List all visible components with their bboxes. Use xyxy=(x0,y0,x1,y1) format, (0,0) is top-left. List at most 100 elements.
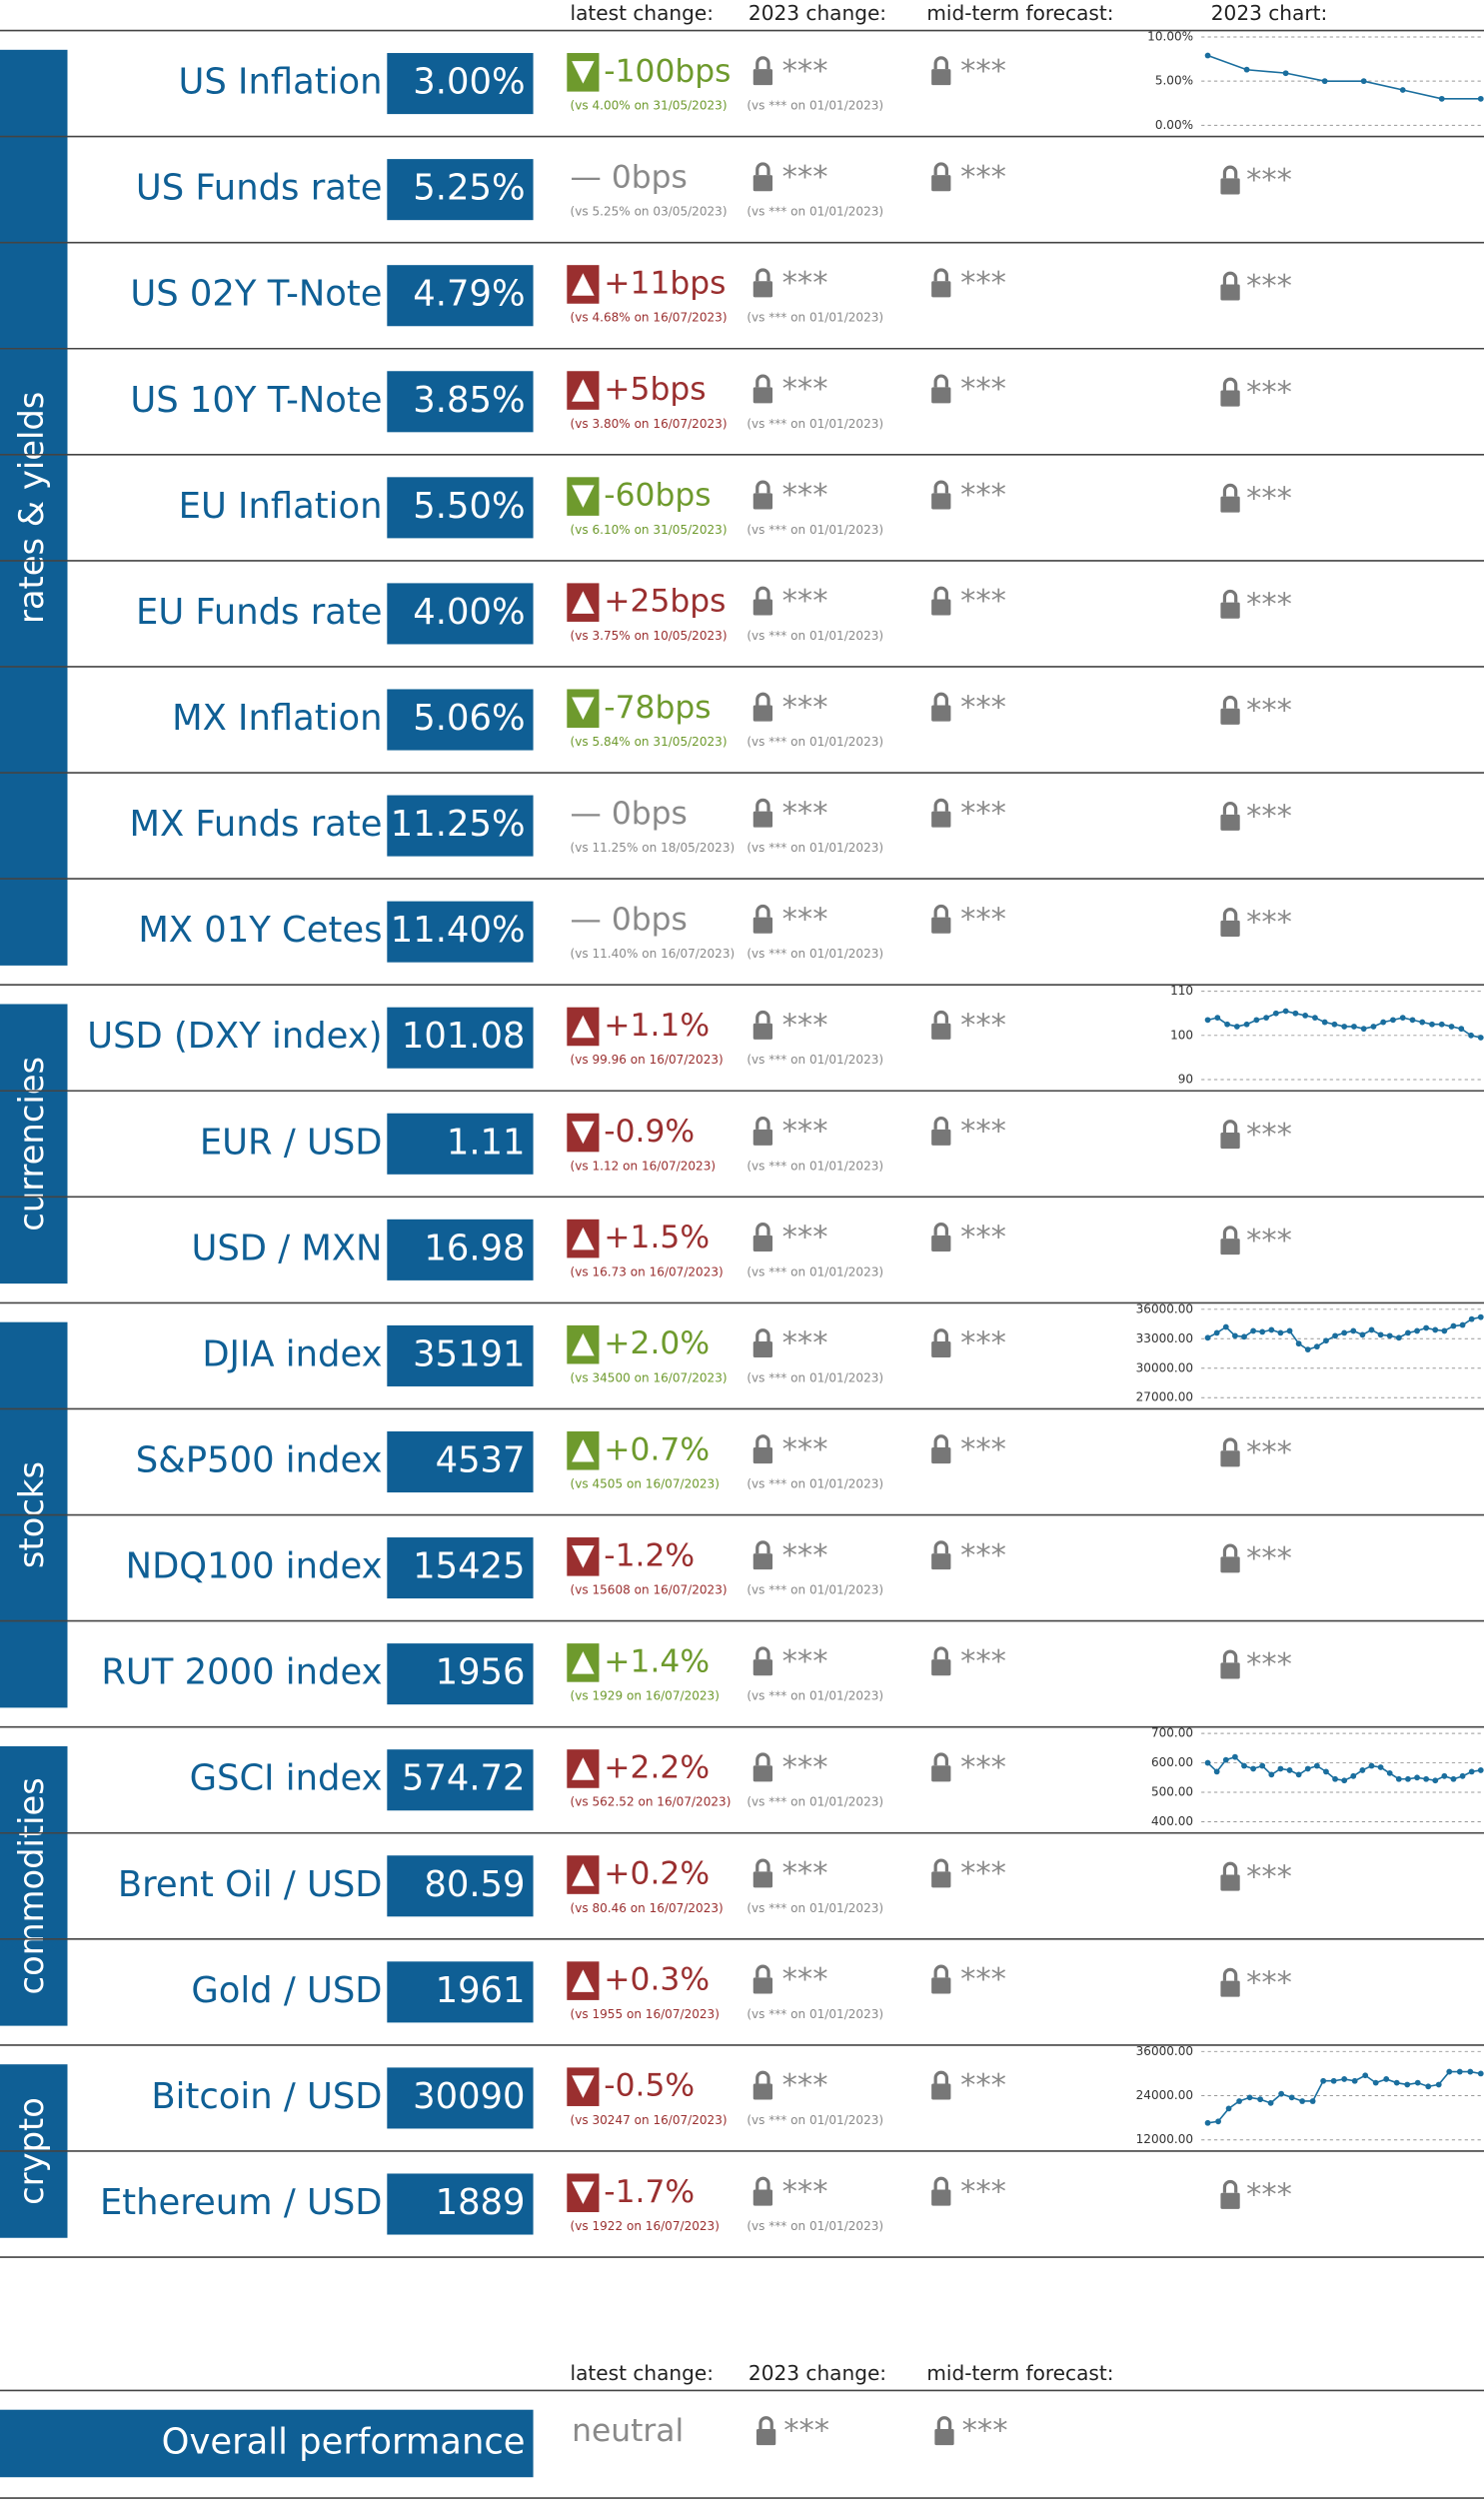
chart-point xyxy=(1204,1759,1211,1766)
chart-point xyxy=(1368,1762,1375,1769)
chart-tick-label: 30000.00 xyxy=(1136,1360,1193,1374)
lock-shackle xyxy=(755,268,770,282)
lock-body xyxy=(1220,708,1240,725)
chart-point xyxy=(1278,2090,1285,2097)
change-note: (vs 11.25% on 18/05/2023) xyxy=(571,841,736,855)
change-note: (vs 4505 on 16/07/2023) xyxy=(571,1477,720,1491)
overall-name: Overall performance xyxy=(162,2421,526,2462)
row-value: 4.00% xyxy=(413,592,525,633)
lock-shackle xyxy=(755,162,770,176)
chart-point xyxy=(1360,78,1367,85)
lock-shackle xyxy=(755,1328,770,1341)
chart-point xyxy=(1331,1021,1338,1028)
change-arrow xyxy=(572,1863,595,1886)
chart-point xyxy=(1204,1017,1211,1024)
lock-shackle xyxy=(1222,802,1238,815)
lock-shackle xyxy=(933,1964,949,1978)
change-arrow xyxy=(572,485,595,508)
lock-shackle xyxy=(755,1010,770,1024)
chart-point xyxy=(1386,1332,1393,1339)
ytd: *** xyxy=(782,690,828,725)
forecast: *** xyxy=(960,1538,1006,1573)
chart-point xyxy=(1404,2081,1411,2088)
forecast: *** xyxy=(960,478,1006,513)
ytd: *** xyxy=(782,1538,828,1573)
chart-tick-label: 10.00% xyxy=(1147,29,1193,43)
chart-point xyxy=(1477,2070,1484,2077)
chart-point xyxy=(1380,1019,1387,1026)
row-name: NDQ100 index xyxy=(126,1546,383,1587)
row-value: 1961 xyxy=(436,1970,526,2011)
change-note: (vs 4.00% on 31/05/2023) xyxy=(571,99,728,113)
chart-locked: *** xyxy=(1246,481,1292,516)
chart-point xyxy=(1323,1337,1329,1344)
change: +0.7% xyxy=(604,1431,710,1467)
chart-point xyxy=(1350,1772,1357,1779)
chart-tick-label: 400.00 xyxy=(1151,1814,1193,1828)
value-box xyxy=(387,689,534,751)
change-arrow xyxy=(572,2075,595,2098)
chart-point xyxy=(1414,1774,1420,1781)
change-note: (vs 11.40% on 16/07/2023) xyxy=(571,947,736,961)
column-header: mid-term forecast: xyxy=(926,1,1113,25)
chart-locked: *** xyxy=(1246,1224,1292,1259)
chart-locked: *** xyxy=(1246,1859,1292,1894)
lock-body xyxy=(752,1129,773,1146)
lock-shackle xyxy=(933,1117,949,1130)
chart-point xyxy=(1225,2105,1232,2112)
chart-point xyxy=(1241,1333,1247,1340)
ytd: *** xyxy=(782,1115,828,1150)
ytd-note: (vs *** on 01/01/2023) xyxy=(746,1689,883,1703)
ytd-note: (vs *** on 01/01/2023) xyxy=(746,1583,883,1597)
change-arrow xyxy=(572,591,595,614)
change-note: (vs 1.12 on 16/07/2023) xyxy=(571,1159,717,1173)
chart-point xyxy=(1259,1762,1266,1769)
change: +1.1% xyxy=(604,1008,710,1044)
change-arrow xyxy=(572,1545,595,1568)
ytd-note: (vs *** on 01/01/2023) xyxy=(746,1795,883,1809)
change-arrow xyxy=(572,1969,595,1992)
change: -0.9% xyxy=(604,1114,695,1150)
lock-body xyxy=(931,599,951,616)
lock-shackle xyxy=(933,1434,949,1448)
row-value: 1.11 xyxy=(447,1122,526,1163)
ytd-note: (vs *** on 01/01/2023) xyxy=(746,1159,883,1173)
chart-point xyxy=(1456,2068,1463,2075)
change: +1.5% xyxy=(604,1220,710,1256)
chart-point xyxy=(1423,1324,1430,1331)
chart-point xyxy=(1282,70,1289,77)
ytd: *** xyxy=(782,1432,828,1467)
chart-point xyxy=(1341,1024,1348,1030)
ytd: *** xyxy=(782,902,828,937)
lock-shackle xyxy=(755,56,770,70)
change: -0.5% xyxy=(604,2068,695,2104)
change-note: (vs 6.10% on 31/05/2023) xyxy=(571,523,728,537)
chart-point xyxy=(1372,2079,1379,2086)
lock-body xyxy=(931,493,951,510)
chart-point xyxy=(1435,2081,1442,2088)
forecast: *** xyxy=(960,796,1006,831)
chart-locked: *** xyxy=(1246,587,1292,622)
row-name: MX Inflation xyxy=(172,698,382,739)
row-name: USD / MXN xyxy=(191,1228,382,1268)
ytd-note: (vs *** on 01/01/2023) xyxy=(746,417,883,431)
chart-point xyxy=(1213,1329,1220,1336)
row-value: 3.00% xyxy=(413,62,525,103)
value-box xyxy=(387,795,534,857)
change-note: (vs 15608 on 16/07/2023) xyxy=(571,1583,728,1597)
row-value: 80.59 xyxy=(424,1864,525,1905)
lock-body xyxy=(931,387,951,404)
chart-point xyxy=(1268,1326,1275,1333)
chart-point xyxy=(1341,1777,1348,1784)
lock-shackle xyxy=(1222,271,1238,285)
lock-body xyxy=(752,493,773,510)
change-arrow xyxy=(572,1439,595,1462)
change-arrow xyxy=(572,1332,595,1356)
chart-locked: *** xyxy=(1246,906,1292,941)
column-header: 2023 change: xyxy=(748,2361,886,2385)
chart-locked: *** xyxy=(1246,2177,1292,2212)
chart-point xyxy=(1259,1328,1266,1335)
chart-tick-label: 110 xyxy=(1170,984,1193,998)
ytd-note: (vs *** on 01/01/2023) xyxy=(746,205,883,219)
